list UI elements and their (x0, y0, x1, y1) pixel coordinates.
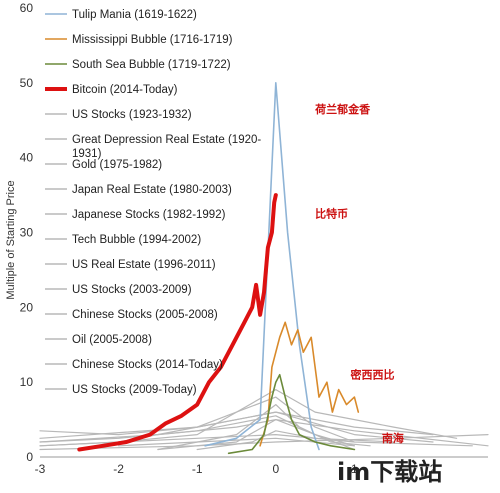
y-tick-label: 0 (26, 450, 33, 464)
legend-entry: Tech Bubble (1994-2002) (72, 234, 201, 246)
legend-entry: Chinese Stocks (2005-2008) (72, 309, 218, 321)
series-line (118, 396, 355, 443)
legend-entry: Bitcoin (2014-Today) (72, 84, 178, 96)
legend-entry: Chinese Stocks (2014-Today) (72, 359, 223, 371)
x-tick-label: 1 (351, 462, 358, 476)
legend-entry: Tulip Mania (1619-1622) (72, 9, 197, 21)
series-line (39, 434, 473, 447)
legend-entry: Mississippi Bubble (1716-1719) (72, 34, 233, 46)
chart-annotation: 南海 (382, 431, 404, 445)
y-tick-label: 10 (20, 375, 34, 389)
x-tick-label: -2 (113, 462, 124, 476)
y-tick-label: 50 (20, 76, 34, 90)
y-tick-label: 30 (20, 226, 34, 240)
x-tick-label: -3 (35, 462, 46, 476)
y-tick-label: 60 (20, 1, 34, 15)
watermark-text: im下载站 (337, 458, 442, 486)
y-tick-label: 20 (20, 300, 34, 314)
series-line (227, 373, 356, 455)
legend-entry: Great Depression Real Estate (1920-1931) (72, 134, 261, 160)
legend: Tulip Mania (1619-1622) Mississippi Bubbl… (45, 9, 261, 396)
chart-annotation: 密西西比 (350, 367, 394, 381)
legend-entry: Japan Real Estate (1980-2003) (72, 184, 232, 196)
legend-entry: US Stocks (1923-1932) (72, 109, 192, 121)
y-tick-label: 40 (20, 151, 34, 165)
legend-entry: US Stocks (2003-2009) (72, 284, 192, 296)
legend-entry: South Sea Bubble (1719-1722) (72, 59, 231, 71)
legend-entry: Japanese Stocks (1982-1992) (72, 209, 226, 221)
series-layer (39, 82, 489, 455)
x-tick-label: 0 (272, 462, 279, 476)
legend-entry: US Stocks (2009-Today) (72, 384, 197, 396)
x-tick-label: -1 (192, 462, 203, 476)
series-line (39, 411, 434, 439)
series-line (259, 321, 360, 447)
chart-annotation: 比特币 (315, 207, 348, 221)
series-line (77, 193, 278, 452)
series-line (39, 434, 489, 451)
y-axis-label: Multiple of Starting Price (5, 180, 17, 299)
legend-entry: Oil (2005-2008) (72, 334, 152, 346)
series-line (204, 82, 320, 451)
legend-entry: US Real Estate (1996-2011) (72, 259, 216, 271)
chart-annotation: 荷兰郁金香 (314, 102, 371, 116)
legend-entry: Gold (1975-1982) (72, 159, 162, 171)
x-tick-label: 2 (430, 462, 437, 476)
series-line (157, 404, 371, 451)
